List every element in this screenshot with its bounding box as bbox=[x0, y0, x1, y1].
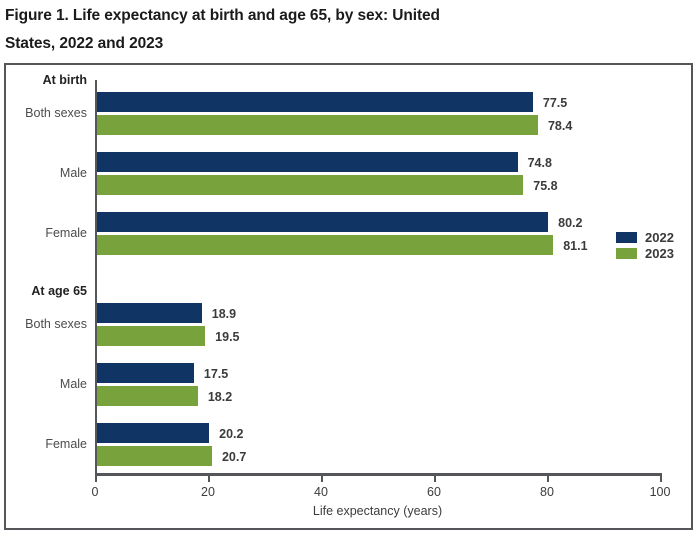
row-label-at-age-65-female: Female bbox=[45, 437, 87, 451]
x-axis-tick-label: 60 bbox=[427, 485, 441, 499]
x-axis-tick-label: 20 bbox=[201, 485, 215, 499]
legend-label-2022: 2022 bbox=[645, 229, 674, 245]
row-label-at-birth-both-sexes: Both sexes bbox=[25, 106, 87, 120]
bar-value-label: 17.5 bbox=[203, 367, 229, 381]
bar-value-label: 20.7 bbox=[221, 450, 247, 464]
legend-label-2023: 2023 bbox=[645, 245, 674, 261]
group-label-at-birth: At birth bbox=[42, 73, 87, 87]
x-axis-tick-label: 100 bbox=[649, 485, 671, 499]
bar-value-label: 18.2 bbox=[207, 390, 233, 404]
bar-value-label: 18.9 bbox=[211, 307, 237, 321]
x-axis-tick-label: 80 bbox=[540, 485, 554, 499]
bar-value-label: 19.5 bbox=[215, 330, 240, 344]
plot-area: At birth Both sexes 77.5 78.4 Male 74.8 75.8 Fe… bbox=[6, 65, 691, 528]
x-axis-tick bbox=[208, 475, 210, 482]
legend-item-2022: 2022 bbox=[616, 229, 674, 245]
bar-value-label: 20.2 bbox=[219, 427, 244, 441]
x-axis-title: Life expectancy (years) bbox=[312, 504, 443, 518]
bar-2022-at-age-65-both-sexes bbox=[95, 303, 202, 323]
bar-2022-at-age-65-female bbox=[95, 423, 210, 443]
bar-2023-at-age-65-both-sexes bbox=[95, 326, 206, 346]
bar-2022-at-age-65-male bbox=[95, 363, 194, 383]
bar-2023-at-birth-female bbox=[95, 235, 554, 255]
x-axis-tick bbox=[660, 475, 662, 482]
bar-2022-at-birth-both-sexes bbox=[95, 92, 533, 112]
group-label-at-age-65: At age 65 bbox=[31, 284, 87, 298]
legend: 2022 2023 bbox=[616, 229, 674, 261]
x-axis-tick bbox=[321, 475, 323, 482]
bar-value-label: 78.4 bbox=[547, 119, 573, 133]
bar-2022-at-birth-male bbox=[95, 152, 518, 172]
x-axis-line bbox=[95, 473, 662, 476]
legend-swatch-2023 bbox=[616, 247, 637, 259]
bar-2023-at-age-65-male bbox=[95, 386, 198, 406]
legend-item-2023: 2023 bbox=[616, 245, 674, 261]
bar-value-label: 74.8 bbox=[527, 156, 552, 170]
figure-title-line2: States, 2022 and 2023 bbox=[5, 35, 164, 52]
bar-value-label: 75.8 bbox=[533, 179, 558, 193]
bar-2022-at-birth-female bbox=[95, 212, 549, 232]
bar-value-label: 77.5 bbox=[542, 96, 568, 110]
x-axis-tick-label: 0 bbox=[91, 485, 99, 499]
bar-value-label: 81.1 bbox=[563, 239, 588, 253]
x-axis-tick bbox=[434, 475, 436, 482]
row-label-at-birth-female: Female bbox=[45, 226, 87, 240]
bar-2023-at-birth-male bbox=[95, 175, 524, 195]
row-label-at-age-65-male: Male bbox=[59, 377, 87, 391]
row-label-at-birth-male: Male bbox=[59, 166, 87, 180]
bar-2023-at-age-65-female bbox=[95, 446, 212, 466]
figure-title-line1: Figure 1. Life expectancy at birth and a… bbox=[5, 7, 440, 24]
bar-2023-at-birth-both-sexes bbox=[95, 115, 538, 135]
y-axis-line bbox=[95, 80, 97, 475]
bar-value-label: 80.2 bbox=[558, 216, 583, 230]
figure-title: Figure 1. Life expectancy at birth and a… bbox=[5, 2, 645, 58]
legend-swatch-2022 bbox=[616, 231, 637, 243]
x-axis-tick bbox=[95, 475, 97, 482]
chart-frame: At birth Both sexes 77.5 78.4 Male 74.8 75.8 Fe… bbox=[4, 63, 693, 530]
x-axis-tick bbox=[547, 475, 549, 482]
row-label-at-age-65-both-sexes: Both sexes bbox=[25, 317, 87, 331]
x-axis-tick-label: 40 bbox=[314, 485, 328, 499]
